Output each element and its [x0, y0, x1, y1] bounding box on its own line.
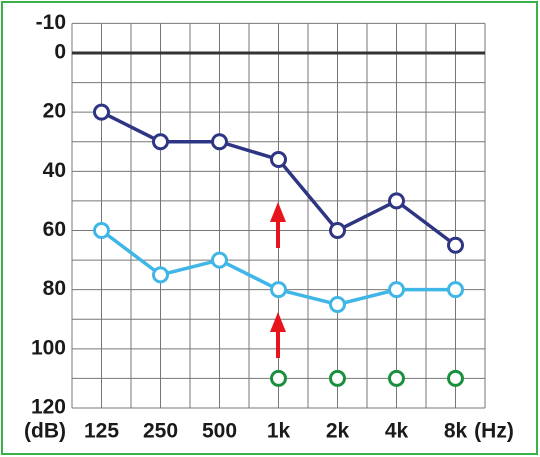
y-tick-label: 100	[31, 336, 66, 359]
point	[152, 133, 169, 151]
y-tick-label: 60	[43, 218, 66, 241]
point	[152, 266, 169, 284]
point	[93, 103, 110, 121]
point	[270, 369, 287, 387]
point	[447, 236, 464, 254]
point	[388, 369, 405, 387]
point	[329, 369, 346, 387]
point	[447, 369, 464, 387]
point	[93, 221, 110, 239]
x-tick-label: 8k	[444, 420, 468, 443]
arrows	[270, 202, 286, 358]
point	[329, 221, 346, 239]
y-tick-label: 20	[43, 100, 66, 123]
point	[388, 281, 405, 299]
y-tick-label: 120	[31, 396, 66, 419]
point	[388, 192, 405, 210]
x-tick-label: 2k	[326, 420, 350, 443]
x-tick-label: 4k	[385, 420, 409, 443]
x-tick-label: 1k	[267, 420, 291, 443]
point	[329, 295, 346, 313]
x-unit: (Hz)	[474, 420, 514, 443]
point	[211, 251, 228, 269]
y-tick-label: 40	[43, 159, 66, 182]
x-tick-label: 500	[202, 420, 237, 443]
y-tick-label: -10	[36, 11, 66, 34]
point	[270, 281, 287, 299]
arrow	[270, 312, 286, 358]
x-tick-label: 250	[143, 420, 178, 443]
y-tick-label: 0	[54, 41, 66, 64]
marks	[93, 103, 464, 387]
point	[211, 133, 228, 151]
x-tick-label: 125	[84, 420, 119, 443]
arrow	[270, 202, 286, 248]
point	[447, 281, 464, 299]
y-unit: (dB)	[24, 420, 66, 443]
y-tick-label: 80	[43, 277, 66, 300]
point	[270, 150, 287, 168]
